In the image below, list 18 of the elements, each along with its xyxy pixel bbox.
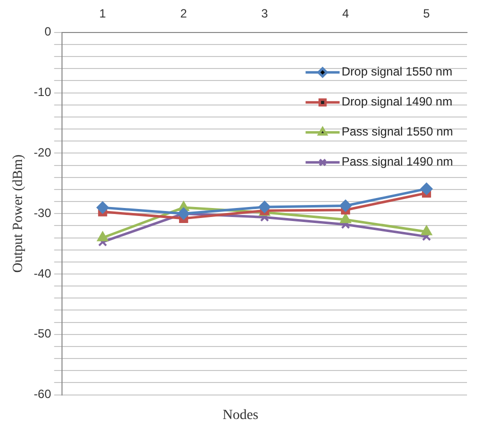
y-tick-label: -60	[34, 387, 52, 402]
y-tick-label: -30	[34, 206, 52, 220]
y-tick-label: -40	[34, 266, 52, 280]
y-tick-label: -10	[34, 85, 52, 100]
y-tick-label: -20	[34, 146, 52, 160]
x-tick-label: 1	[99, 6, 106, 21]
x-tick-label: 5	[423, 6, 430, 21]
legend-label: Drop signal 1550 nm	[342, 64, 452, 79]
x-tick-label: 3	[261, 6, 268, 21]
x-tick-label: 2	[180, 6, 188, 21]
y-axis-title: Output Power (dBm)	[11, 154, 26, 273]
y-tick-label: 0	[44, 24, 52, 39]
x-tick-label: 4	[342, 6, 350, 21]
legend-label: Drop signal 1490 nm	[342, 94, 452, 109]
y-tick-label: -50	[34, 326, 52, 341]
legend-label: Pass signal 1550 nm	[342, 124, 454, 139]
legend-label: Pass signal 1490 nm	[342, 154, 454, 169]
x-axis-title: Nodes	[222, 408, 260, 424]
